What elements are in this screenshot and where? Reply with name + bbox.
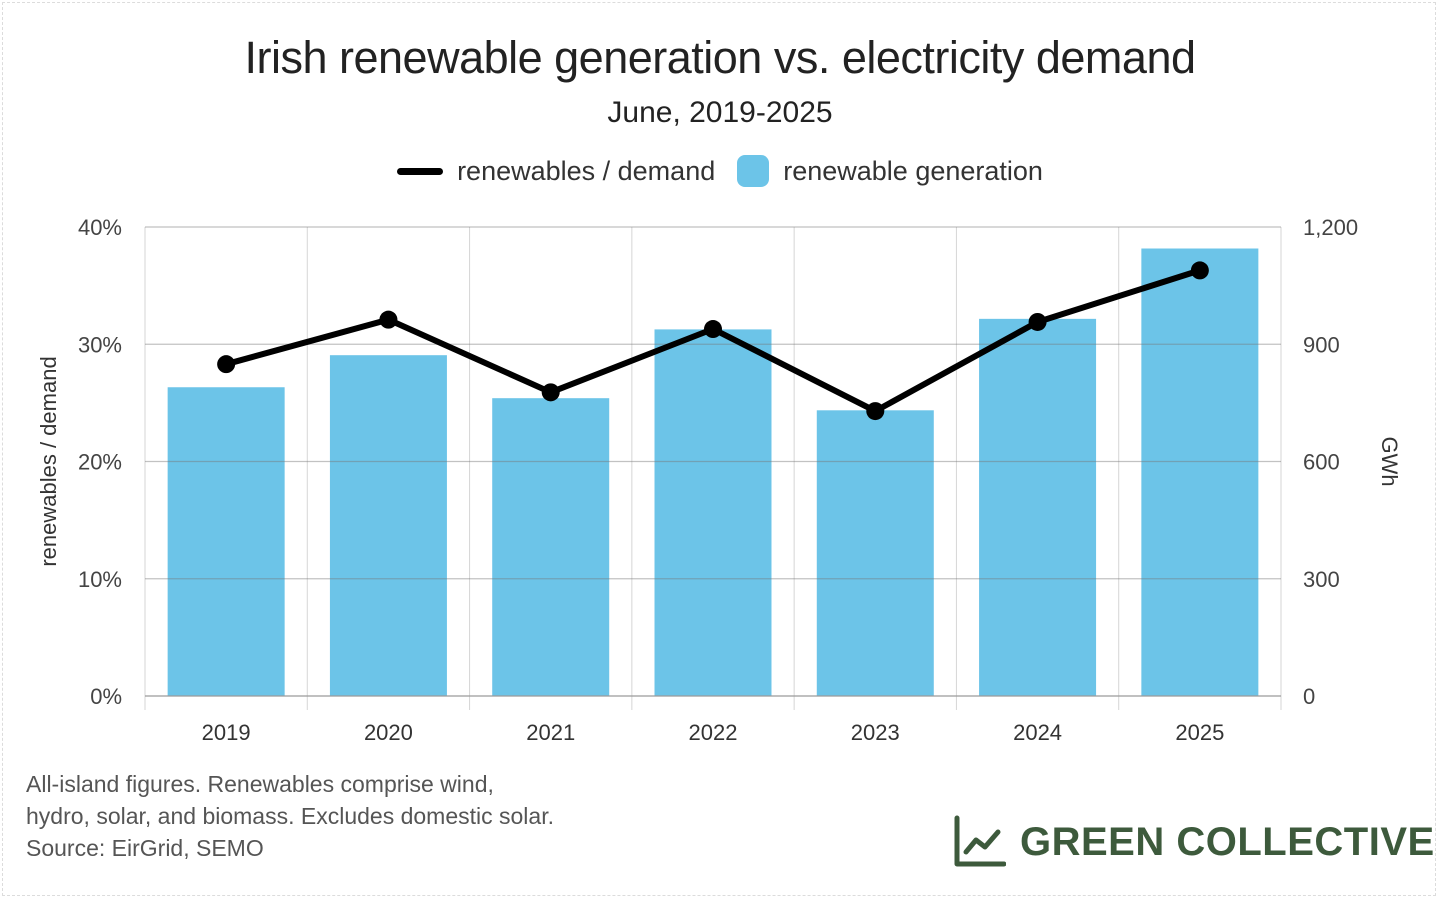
chart-title: Irish renewable generation vs. electrici…	[244, 32, 1197, 83]
legend-bar-swatch	[737, 155, 770, 187]
y-left-tick-label: 0%	[90, 684, 122, 709]
bar-2022	[654, 329, 772, 696]
ratio-point-2024	[1028, 312, 1047, 331]
ratio-point-2021	[541, 383, 560, 402]
x-tick-label: 2019	[202, 720, 251, 745]
y-right-tick-label: 1,200	[1303, 215, 1358, 240]
x-tick-label: 2025	[1175, 720, 1224, 745]
legend-bar-label: renewable generation	[783, 155, 1043, 186]
x-tick-label: 2021	[526, 720, 575, 745]
brand-name: GREEN COLLECTIVE	[1020, 819, 1435, 864]
ratio-point-2020	[379, 310, 398, 329]
y-right-tick-label: 300	[1303, 567, 1340, 592]
chart-subtitle: June, 2019-2025	[607, 96, 833, 129]
footnote: All-island figures. Renewables comprise …	[26, 768, 646, 864]
bar-2019	[167, 387, 285, 696]
line-chart-icon	[954, 815, 1006, 867]
bar-2020	[329, 355, 447, 696]
footnote-line-1: All-island figures. Renewables comprise …	[26, 771, 494, 797]
y-left-tick-label: 10%	[78, 567, 122, 592]
footnote-line-2: hydro, solar, and biomass. Excludes dome…	[26, 803, 554, 829]
bar-2025	[1141, 248, 1259, 696]
legend-line-label: renewables / demand	[457, 155, 716, 186]
y-right-axis-title: GWh	[1377, 436, 1402, 486]
ratio-point-2023	[866, 402, 885, 421]
footnote-line-3: Source: EirGrid, SEMO	[26, 835, 264, 861]
legend-item-line: renewables / demand	[397, 156, 715, 187]
x-tick-label: 2022	[689, 720, 738, 745]
y-right-tick-label: 900	[1303, 332, 1340, 357]
bar-2023	[816, 410, 934, 696]
y-left-tick-label: 30%	[78, 332, 122, 357]
y-left-axis-title: renewables / demand	[36, 356, 61, 566]
y-left-tick-label: 40%	[78, 215, 122, 240]
y-left-tick-label: 20%	[78, 450, 122, 475]
y-right-tick-label: 600	[1303, 450, 1340, 475]
legend-line-swatch	[397, 167, 444, 175]
x-tick-label: 2024	[1013, 720, 1062, 745]
x-tick-label: 2023	[851, 720, 900, 745]
x-tick-label: 2020	[364, 720, 413, 745]
brand-logo: GREEN COLLECTIVE	[952, 812, 1435, 872]
ratio-point-2019	[217, 355, 236, 374]
bar-2024	[979, 318, 1097, 696]
y-right-tick-label: 0	[1303, 684, 1315, 709]
bar-2021	[492, 398, 610, 696]
legend-item-bar: renewable generation	[737, 155, 1043, 187]
ratio-point-2025	[1190, 261, 1209, 280]
legend: renewables / demand renewable generation	[0, 155, 1440, 187]
ratio-point-2022	[704, 320, 722, 339]
